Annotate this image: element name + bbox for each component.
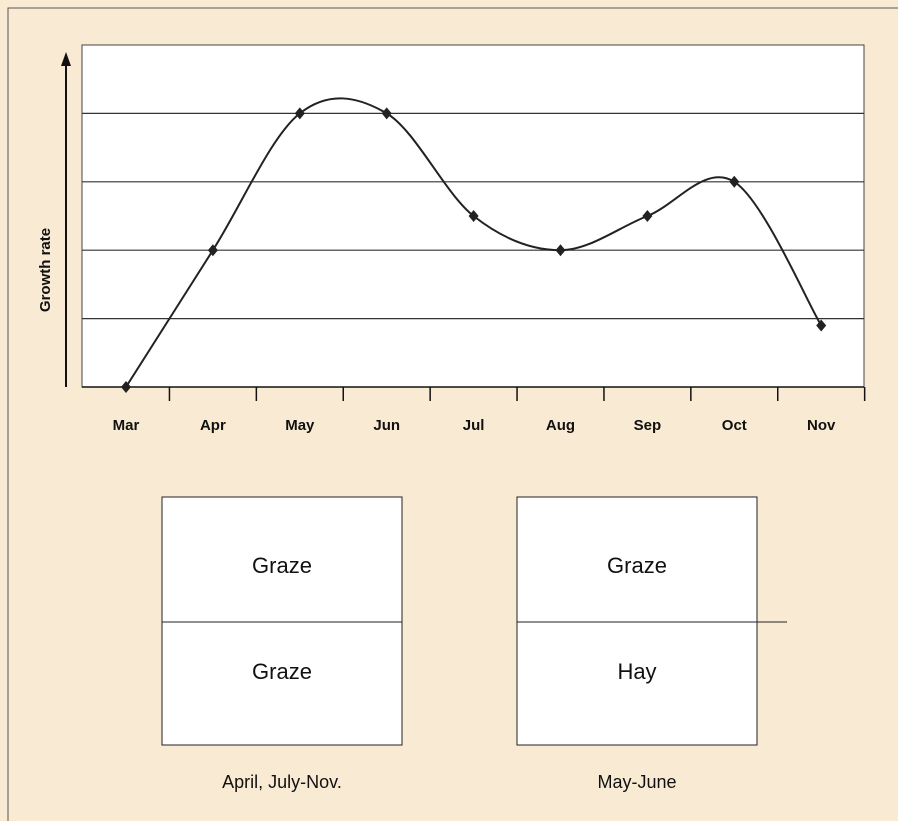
- point: [729, 175, 740, 188]
- panel-top: Graze: [607, 553, 667, 578]
- point: [381, 107, 392, 120]
- y-axis-label: Growth rate: [37, 228, 54, 312]
- x-tick-label: May: [285, 417, 315, 434]
- panel-bottom: Graze: [252, 659, 312, 684]
- point: [121, 381, 131, 393]
- x-tick-label: Apr: [200, 417, 226, 434]
- x-tick-label: Jul: [463, 417, 485, 434]
- x-tick-label: Aug: [546, 417, 575, 434]
- x-tick-label: Nov: [807, 417, 836, 434]
- x-tick-label: Mar: [113, 417, 140, 434]
- panel-caption: May-June: [597, 772, 676, 792]
- panel-top: Graze: [252, 553, 312, 578]
- border: [7, 7, 898, 821]
- point: [816, 319, 827, 332]
- point: [468, 210, 479, 222]
- point: [642, 210, 653, 222]
- x-tick-label: Oct: [722, 417, 747, 434]
- y-axis-arrow: [61, 52, 71, 66]
- point: [294, 107, 305, 120]
- panel-bottom: Hay: [617, 659, 656, 684]
- line: [125, 97, 823, 388]
- point: [207, 244, 218, 257]
- point: [555, 244, 566, 257]
- panel-caption: April, July-Nov.: [222, 772, 342, 792]
- panel-box: [161, 496, 403, 746]
- x-tick-label: Sep: [634, 417, 662, 434]
- x-tick-label: Jun: [373, 417, 400, 434]
- panel-box: [516, 496, 758, 746]
